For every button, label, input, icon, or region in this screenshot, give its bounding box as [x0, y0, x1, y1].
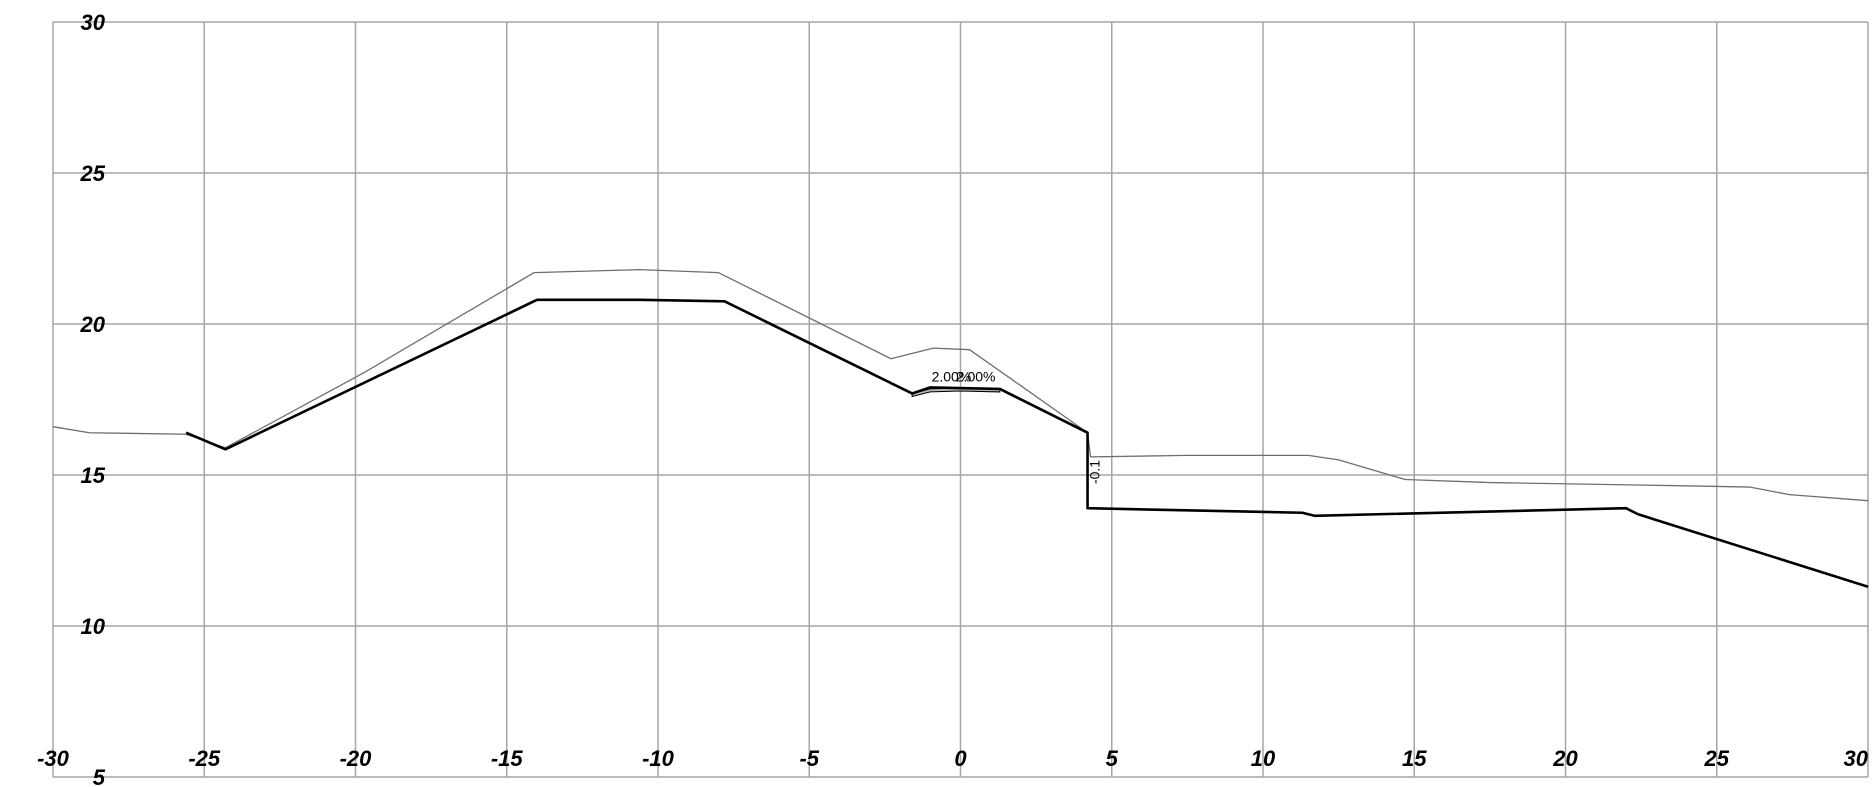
x-tick-label: -25 [188, 746, 221, 771]
y-tick-label: 30 [81, 10, 106, 35]
x-tick-label: 15 [1402, 746, 1427, 771]
slope-annotation: 2.00% [932, 368, 972, 384]
x-tick-label: 30 [1844, 746, 1869, 771]
annotations: 2.00%2.00% -0.1 [932, 368, 1103, 484]
x-tick-label: 0 [954, 746, 967, 771]
y-tick-label: 25 [80, 161, 106, 186]
x-tick-label: 10 [1251, 746, 1276, 771]
grid-lines [52, 21, 1869, 778]
x-tick-label: 5 [1106, 746, 1119, 771]
x-tick-label: 20 [1552, 746, 1578, 771]
y-tick-label: 10 [81, 614, 106, 639]
x-tick-label: -30 [37, 746, 70, 771]
y-tick-label: 20 [80, 312, 106, 337]
x-tick-label: -5 [799, 746, 819, 771]
slope-annotation: 2.00% [956, 368, 996, 384]
y-tick-label: 15 [81, 463, 106, 488]
x-tick-label: 25 [1704, 746, 1730, 771]
x-tick-label: -10 [642, 746, 675, 771]
slope-annotation: -0.1 [1087, 460, 1103, 484]
x-tick-label: -20 [340, 746, 373, 771]
x-tick-labels: -30 -25 -20 -15 -10 -5 0 5 10 15 20 25 30 [37, 746, 1869, 771]
existing-ground-line [52, 268, 1869, 502]
y-tick-labels: 30 25 20 15 10 5 [80, 10, 106, 787]
design-line [185, 298, 1869, 588]
y-tick-label: 5 [93, 765, 106, 787]
x-tick-label: -15 [491, 746, 524, 771]
series-lines [52, 268, 1869, 588]
